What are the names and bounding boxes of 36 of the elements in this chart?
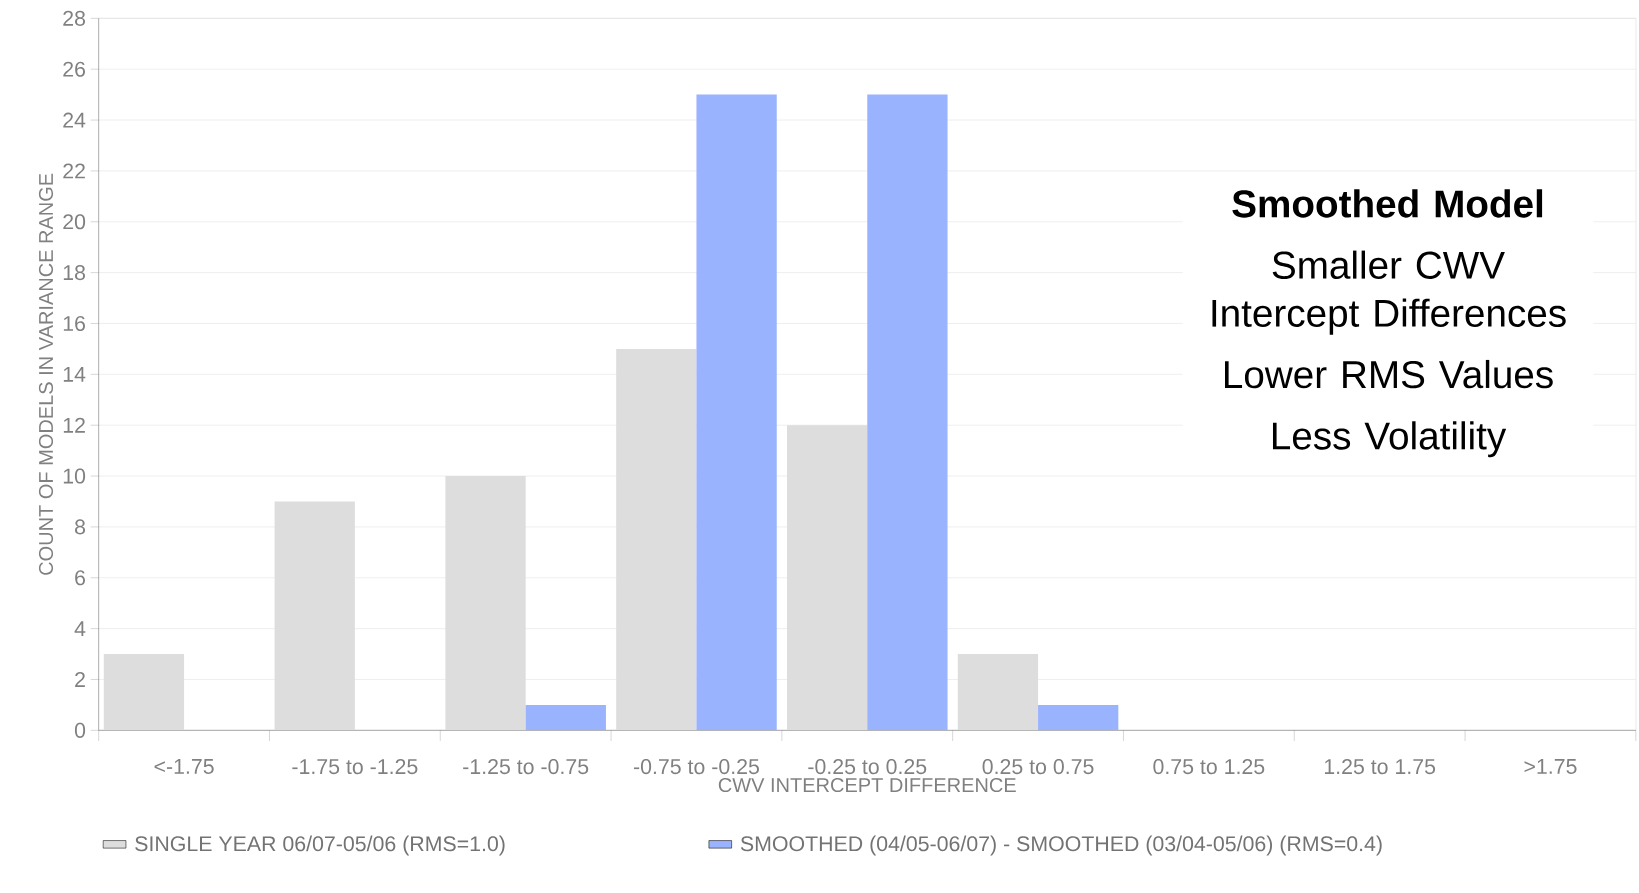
- x-tick-label: -0.25 to 0.25: [808, 759, 927, 775]
- x-tick-label: -0.75 to -0.25: [633, 759, 759, 775]
- legend-label: SINGLE YEAR 06/07-05/06 (RMS=1.0): [135, 835, 505, 856]
- y-tick-label: 4: [74, 621, 86, 636]
- annotation: Smaller CWV Intercept Differences: [1212, 250, 1566, 335]
- y-tick-label: 18: [63, 265, 86, 281]
- x-tick-label: 0.25 to 0.75: [982, 759, 1094, 775]
- y-tick-label: 14: [63, 366, 86, 382]
- x-tick-label: >1.75: [1524, 759, 1577, 774]
- y-tick-label: 12: [63, 417, 85, 433]
- y-tick-label: 16: [63, 315, 85, 332]
- x-tick-label: <-1.75: [154, 759, 214, 774]
- x-tick-label: -1.75 to -1.25: [292, 759, 418, 775]
- bar: [1038, 704, 1119, 731]
- y-tick-label: 24: [63, 112, 86, 128]
- y-tick-label: 8: [75, 519, 86, 535]
- annotation: Lower RMS Values: [1225, 359, 1553, 389]
- x-axis-title: CWV INTERCEPT DIFFERENCE: [718, 777, 1016, 793]
- y-tick-label: 10: [63, 468, 86, 484]
- y-tick-label: 20: [63, 214, 86, 230]
- x-tick-label: 0.75 to 1.25: [1153, 759, 1265, 775]
- y-tick-label: 2: [75, 672, 85, 687]
- y-tick-label: 0: [74, 722, 86, 738]
- y-tick-label: 28: [63, 10, 86, 26]
- y-tick-label: 26: [63, 61, 85, 77]
- annotation: Smoothed Model: [1232, 189, 1543, 218]
- y-tick-label: 6: [75, 570, 86, 586]
- legend-label: SMOOTHED (04/05-06/07) - SMOOTHED (03/04-05/06) (RMS=0.4): [740, 835, 1382, 856]
- y-axis-title: COUNT OF MODELS IN VARIANCE RANGE: [38, 173, 54, 575]
- annotation: Less Volatility: [1272, 421, 1507, 458]
- bar: [525, 704, 606, 731]
- bar: [867, 94, 948, 731]
- x-tick-label: 1.25 to 1.75: [1324, 759, 1436, 775]
- x-tick-label: -1.25 to -0.75: [463, 759, 589, 775]
- bar: [696, 94, 777, 731]
- y-tick-label: 22: [63, 163, 85, 179]
